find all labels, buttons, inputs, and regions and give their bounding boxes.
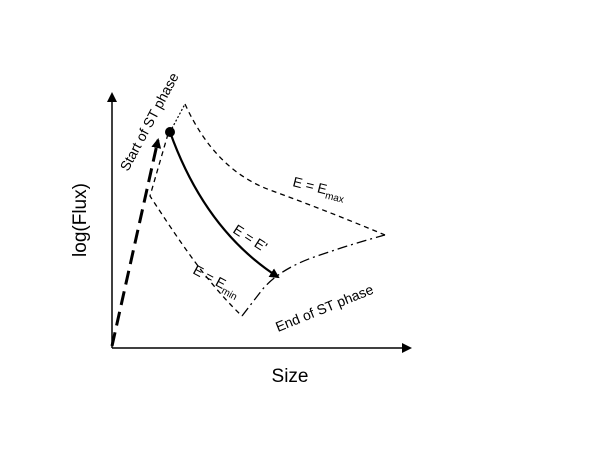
e-max-text: E = E [291, 173, 328, 197]
start-line [169, 103, 186, 133]
e-min-sub: min [219, 286, 238, 303]
end-curve [241, 234, 386, 317]
e-min-curve [149, 133, 243, 317]
end-label: End of ST phase [273, 281, 376, 335]
start-label: Start of ST phase [117, 70, 182, 174]
free-expansion-line [110, 138, 162, 347]
e-max-curve [184, 103, 386, 236]
e-min-label: E = Emin [189, 262, 243, 303]
y-axis-label: log(Flux) [70, 183, 91, 257]
x-axis-label: Size [272, 366, 309, 387]
e-prime-curve [168, 131, 280, 279]
e-max-sub: max [324, 190, 345, 205]
e-prime-label: E = E' [230, 221, 270, 255]
